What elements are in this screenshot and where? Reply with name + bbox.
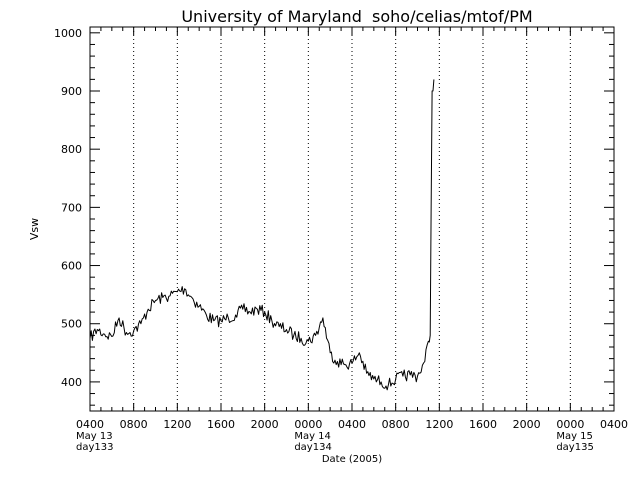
x-tick-label: 2000 xyxy=(513,418,541,431)
x-tick-label: 1600 xyxy=(469,418,497,431)
x-tick-label: 1200 xyxy=(425,418,453,431)
x-date-label: May 14 xyxy=(294,431,331,442)
x-tick-label: 0400 xyxy=(338,418,366,431)
x-day-label: day134 xyxy=(294,442,331,453)
x-tick-label: 0400 xyxy=(76,418,104,431)
x-tick-label: 2000 xyxy=(251,418,279,431)
x-axis-label: Date (2005) xyxy=(322,454,382,465)
y-tick-label: 1000 xyxy=(54,27,82,40)
y-axis-ticks: 400 500 600 700 800 900 1000 xyxy=(54,27,614,406)
y-tick-label: 400 xyxy=(61,376,82,389)
x-date-label: May 13 xyxy=(76,431,113,442)
y-tick-label: 700 xyxy=(61,201,82,214)
y-tick-label: 600 xyxy=(61,260,82,273)
x-tick-label: 0400 xyxy=(600,418,628,431)
series-line xyxy=(89,79,435,391)
x-day-label: day135 xyxy=(556,442,593,453)
x-tick-label: 1200 xyxy=(163,418,191,431)
x-axis-ticks: 0400 0800 1200 1600 2000 0000 0400 0800 1200 1600… xyxy=(76,27,628,453)
plot-frame xyxy=(89,26,615,412)
x-tick-label: 0000 xyxy=(556,418,584,431)
y-tick-label: 900 xyxy=(61,85,82,98)
chart-title: University of Maryland soho/celias/mtof/… xyxy=(181,7,532,26)
grid xyxy=(133,27,571,411)
x-date-label: May 15 xyxy=(556,431,593,442)
x-tick-label: 1600 xyxy=(207,418,235,431)
y-axis-label: Vsw xyxy=(28,218,41,240)
y-tick-label: 800 xyxy=(61,143,82,156)
x-tick-label: 0000 xyxy=(294,418,322,431)
x-tick-label: 0800 xyxy=(120,418,148,431)
x-tick-label: 0800 xyxy=(382,418,410,431)
y-tick-label: 500 xyxy=(61,318,82,331)
x-day-label: day133 xyxy=(76,442,113,453)
